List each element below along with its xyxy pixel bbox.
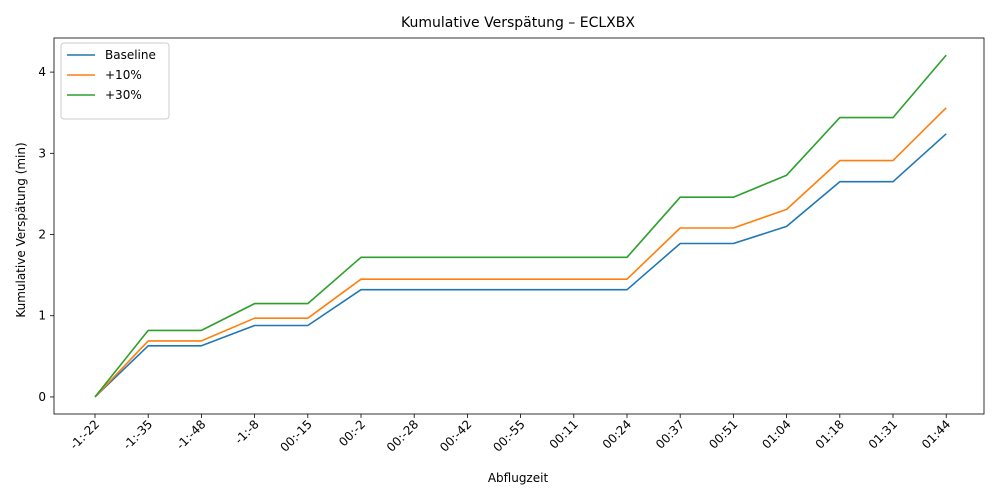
legend-label: +30% bbox=[105, 88, 142, 102]
plot-area: -1:-22 -1:-35 -1:-48 -1:-8 00:-15 00:-2 00:-28… bbox=[38, 37, 985, 455]
y-tick-label: 3 bbox=[38, 146, 46, 160]
legend-label: +10% bbox=[105, 68, 142, 82]
x-tick-label: 00:11 bbox=[547, 417, 581, 451]
x-tick-label: 01:04 bbox=[759, 417, 793, 451]
y-tick-label: 1 bbox=[38, 309, 46, 323]
x-tick-label: 00:-28 bbox=[384, 417, 421, 454]
legend-box bbox=[60, 42, 170, 120]
plot-frame bbox=[53, 37, 985, 415]
x-axis-label: Abflugzeit bbox=[488, 471, 549, 485]
x-tick-label: -1:-48 bbox=[173, 417, 208, 452]
y-tick-label: 0 bbox=[38, 390, 46, 404]
x-tick-label: -1:-8 bbox=[232, 417, 262, 447]
x-tick-label: 01:18 bbox=[813, 417, 847, 451]
legend: Baseline +10% +30% bbox=[60, 42, 170, 120]
x-tick-label: 00:51 bbox=[706, 417, 740, 451]
x-tick-label: 00:-42 bbox=[437, 417, 474, 454]
x-tick-label: -1:-22 bbox=[67, 417, 102, 452]
chart-title: Kumulative Verspätung – ECLXBX bbox=[401, 15, 635, 31]
y-tick-label: 4 bbox=[38, 65, 46, 79]
x-tick-label: 00:-2 bbox=[336, 417, 368, 449]
x-tick-label: 01:31 bbox=[866, 417, 900, 451]
x-tick-label: 00:24 bbox=[600, 417, 634, 451]
legend-label: Baseline bbox=[105, 48, 156, 62]
x-tick-label: -1:-35 bbox=[120, 417, 155, 452]
series-line-30 bbox=[94, 54, 947, 398]
y-axis-label: Kumulative Verspätung (min) bbox=[14, 142, 28, 317]
y-tick-label: 2 bbox=[38, 228, 46, 242]
x-tick-label: 00:37 bbox=[653, 417, 687, 451]
series-line-10 bbox=[94, 107, 947, 398]
x-tick-label: 00:-15 bbox=[277, 417, 314, 454]
x-tick-label: 01:44 bbox=[919, 417, 953, 451]
series-line-baseline bbox=[94, 133, 947, 398]
x-tick-label: 00:-55 bbox=[490, 417, 527, 454]
